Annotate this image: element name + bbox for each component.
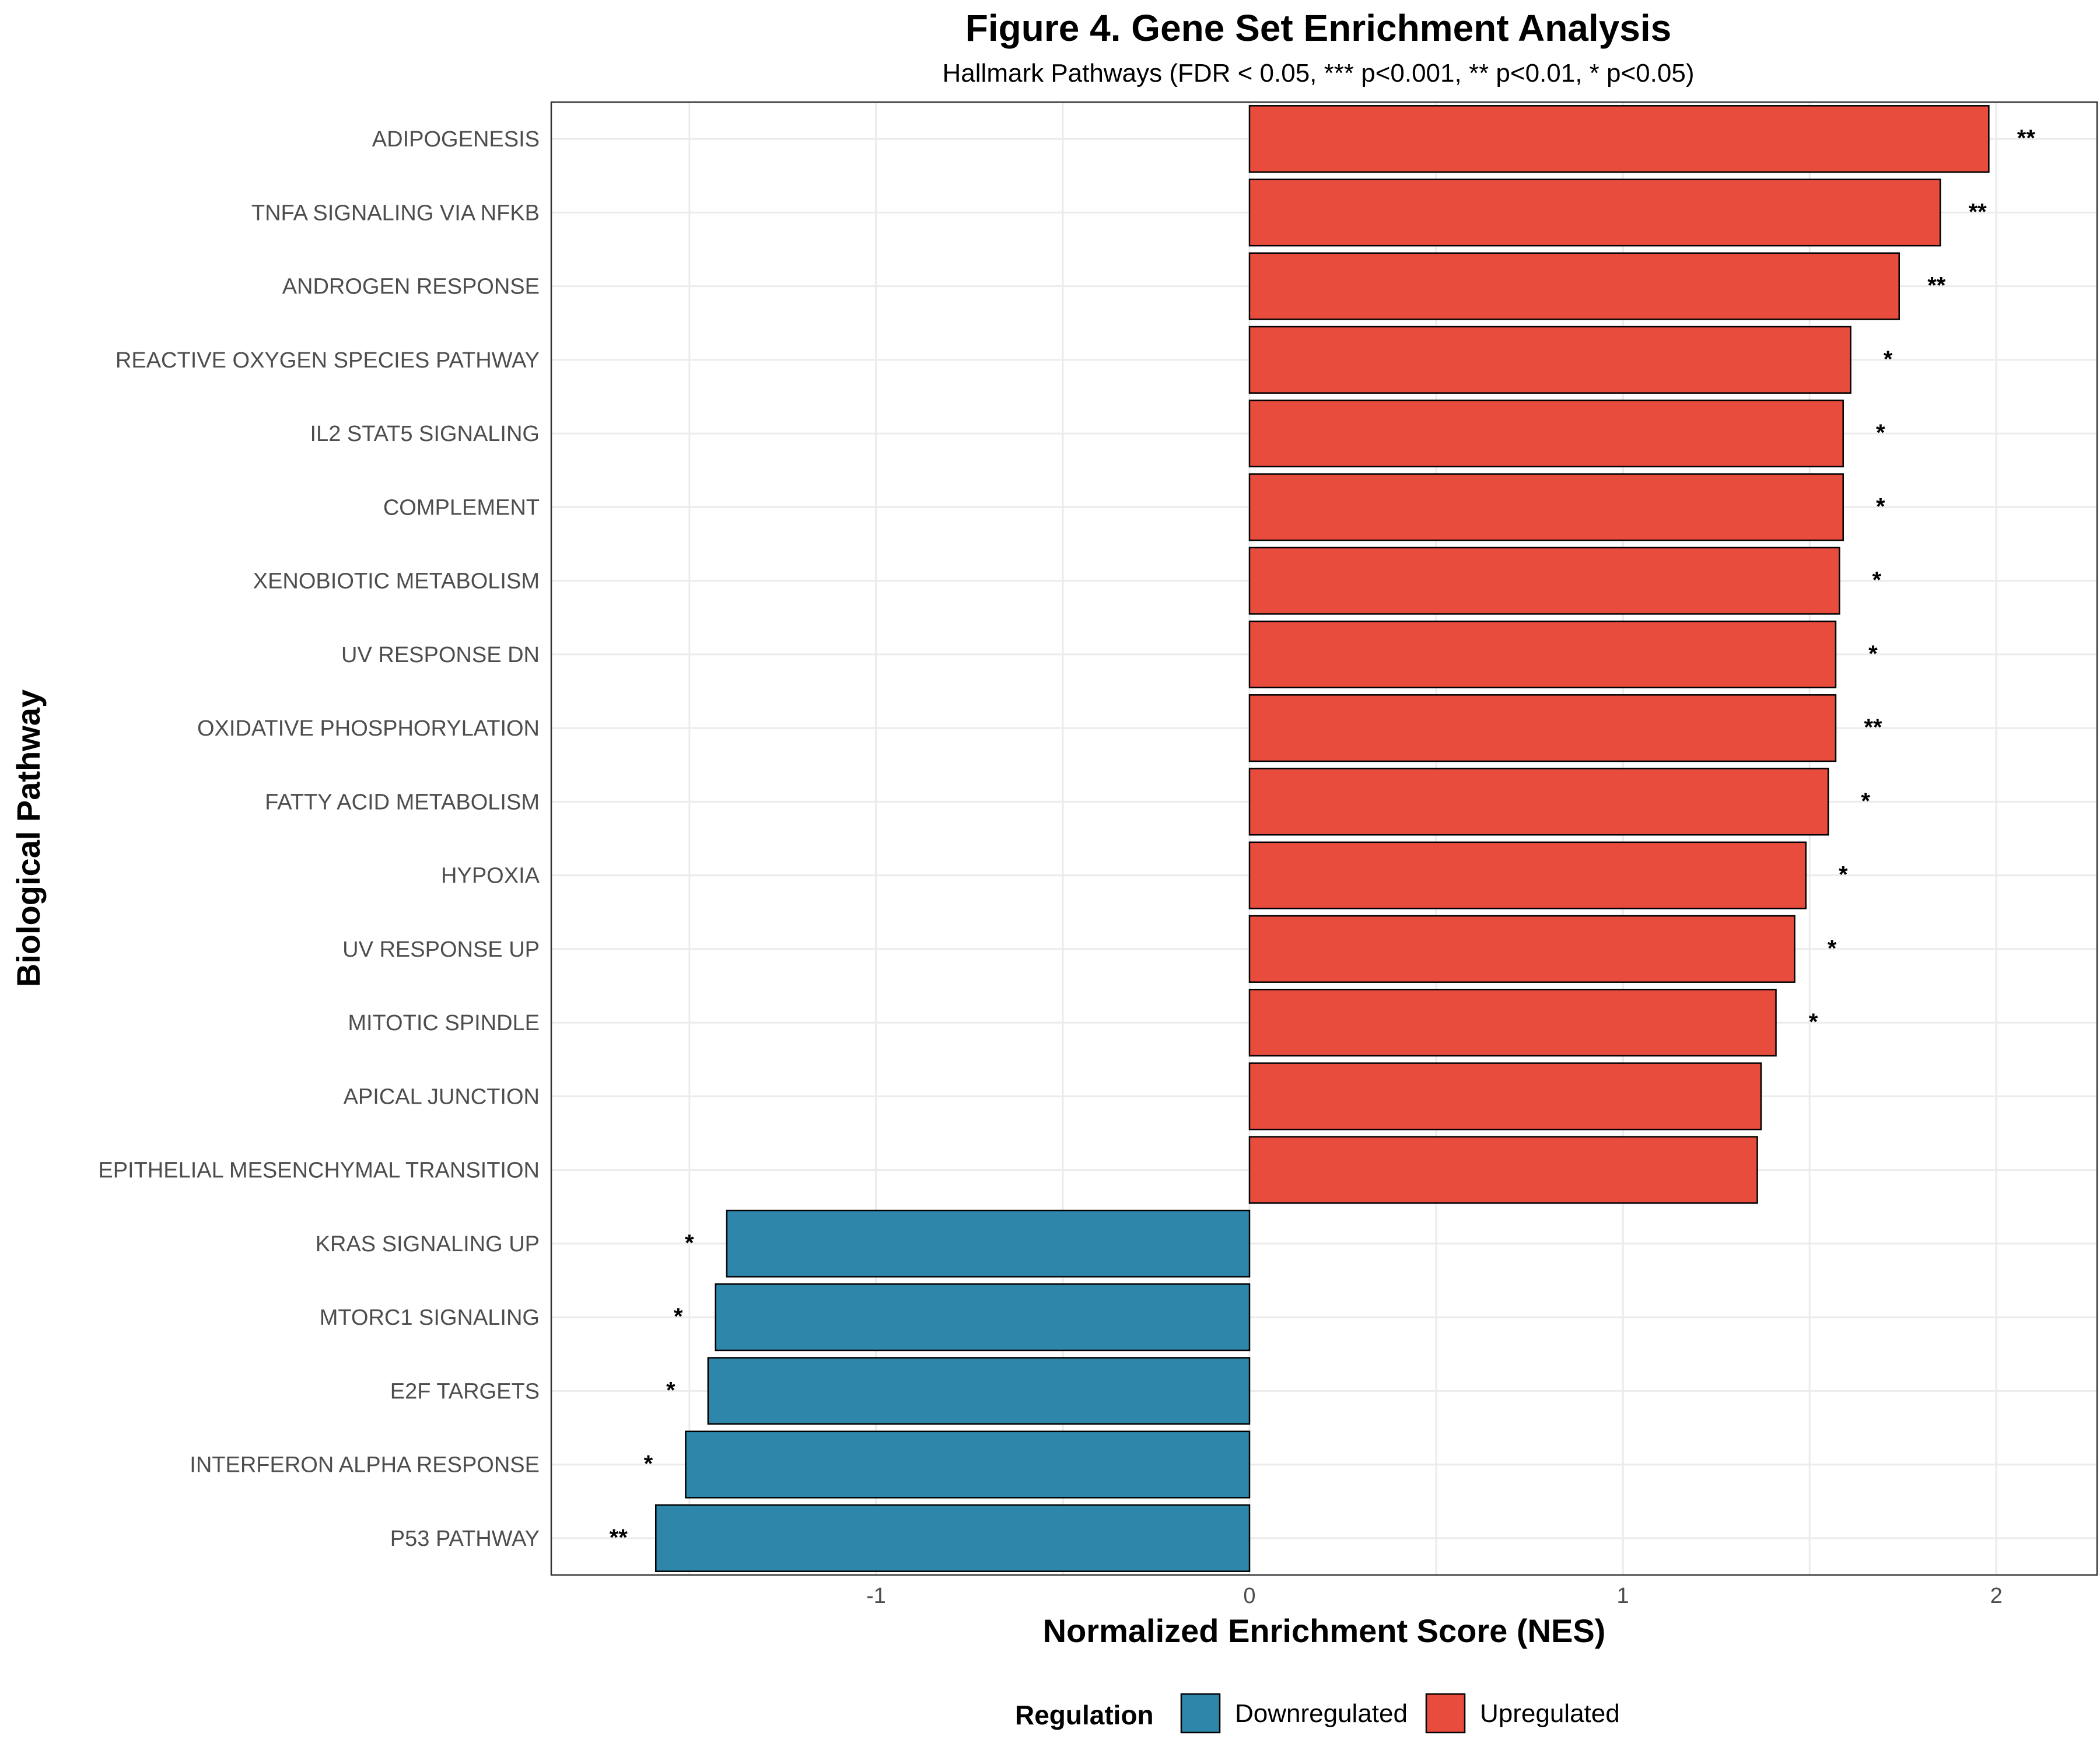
y-tick-label: INTERFERON ALPHA RESPONSE bbox=[190, 1453, 540, 1478]
significance-label: * bbox=[1861, 788, 1870, 814]
significance-label: * bbox=[666, 1377, 676, 1403]
significance-label: * bbox=[1868, 641, 1878, 667]
bar bbox=[1248, 547, 1840, 615]
bar bbox=[1248, 105, 1990, 173]
y-tick-label: IL2 STAT5 SIGNALING bbox=[310, 422, 540, 446]
y-tick-label: MITOTIC SPINDLE bbox=[348, 1011, 540, 1035]
y-tick-label: APICAL JUNCTION bbox=[344, 1084, 540, 1109]
significance-label: ** bbox=[1927, 273, 1946, 299]
y-tick-label: COMPLEMENT bbox=[383, 495, 540, 520]
significance-label: * bbox=[644, 1451, 653, 1477]
y-tick-label: EPITHELIAL MESENCHYMAL TRANSITION bbox=[98, 1158, 540, 1183]
significance-label: * bbox=[1873, 568, 1882, 593]
legend-title: Regulation bbox=[1015, 1700, 1154, 1730]
significance-label: ** bbox=[610, 1525, 628, 1550]
y-tick-label: FATTY ACID METABOLISM bbox=[265, 790, 540, 814]
y-tick-label: E2F TARGETS bbox=[390, 1379, 540, 1404]
bar bbox=[685, 1430, 1251, 1499]
y-tick-label: HYPOXIA bbox=[441, 864, 540, 888]
bar bbox=[1248, 989, 1777, 1057]
significance-label: ** bbox=[1864, 715, 1882, 740]
legend-swatch bbox=[1180, 1693, 1221, 1734]
x-axis-tick-labels: -1 0 1 2 bbox=[866, 1584, 2003, 1608]
bar bbox=[726, 1209, 1251, 1278]
legend-label: Downregulated bbox=[1235, 1699, 1408, 1728]
significance-label: ** bbox=[2017, 125, 2036, 151]
legend-items: Downregulated Upregulated bbox=[1180, 1693, 1620, 1734]
bar bbox=[1248, 841, 1807, 909]
y-tick-label: XENOBIOTIC METABOLISM bbox=[253, 569, 540, 594]
x-axis-title: Normalized Enrichment Score (NES) bbox=[1043, 1612, 1606, 1649]
bar bbox=[1248, 1062, 1762, 1130]
significance-label: * bbox=[1876, 494, 1885, 519]
legend-swatch bbox=[1425, 1693, 1466, 1734]
bar bbox=[1248, 178, 1941, 247]
y-tick-label: UV RESPONSE DN bbox=[341, 643, 540, 667]
x-tick-label: 2 bbox=[1990, 1584, 2003, 1608]
bar bbox=[654, 1504, 1251, 1572]
significance-label: * bbox=[1884, 346, 1893, 372]
y-tick-label: TNFA SIGNALING VIA NFKB bbox=[251, 201, 540, 225]
bar bbox=[1248, 768, 1829, 836]
x-tick-label: 1 bbox=[1617, 1584, 1629, 1608]
y-tick-label: ADIPOGENESIS bbox=[372, 127, 540, 152]
y-tick-label: REACTIVE OXYGEN SPECIES PATHWAY bbox=[116, 348, 540, 373]
bar bbox=[1248, 1136, 1758, 1204]
significance-label: * bbox=[1839, 862, 1848, 888]
bar bbox=[707, 1357, 1251, 1425]
y-tick-label: KRAS SIGNALING UP bbox=[316, 1232, 540, 1256]
bar bbox=[1248, 400, 1844, 468]
bar bbox=[1248, 620, 1837, 688]
bar bbox=[1248, 326, 1852, 394]
y-tick-label: P53 PATHWAY bbox=[390, 1527, 540, 1551]
gridlines bbox=[551, 102, 2097, 1575]
significance-label: * bbox=[1828, 936, 1837, 961]
significance-label: * bbox=[1876, 420, 1885, 446]
y-tick-label: ANDROGEN RESPONSE bbox=[282, 275, 540, 299]
plot-panel-border bbox=[550, 101, 2098, 1576]
y-axis-tick-labels: ADIPOGENESIS TNFA SIGNALING VIA NFKB ANDRO… bbox=[98, 127, 540, 1551]
y-tick-label: UV RESPONSE UP bbox=[342, 937, 540, 962]
y-tick-label: MTORC1 SIGNALING bbox=[320, 1306, 540, 1330]
x-tick-label: -1 bbox=[866, 1584, 886, 1608]
significance-label: * bbox=[1809, 1009, 1818, 1035]
bars bbox=[654, 105, 1990, 1572]
significance-labels: *********************** bbox=[610, 125, 2036, 1550]
bar bbox=[1248, 252, 1900, 320]
chart-subtitle: Hallmark Pathways (FDR < 0.05, *** p<0.0… bbox=[943, 59, 1695, 88]
x-tick-label: 0 bbox=[1243, 1584, 1255, 1608]
y-tick-label: OXIDATIVE PHOSPHORYLATION bbox=[197, 716, 540, 741]
bar bbox=[1248, 915, 1796, 983]
bar bbox=[715, 1283, 1251, 1352]
legend-label: Upregulated bbox=[1480, 1699, 1620, 1728]
significance-label: ** bbox=[1969, 199, 1987, 225]
legend: Regulation Downregulated Upregulated bbox=[1015, 1693, 1620, 1734]
chart-title: Figure 4. Gene Set Enrichment Analysis bbox=[965, 7, 1671, 49]
significance-label: * bbox=[674, 1304, 683, 1329]
bar bbox=[1248, 473, 1844, 541]
y-axis-title: Biological Pathway bbox=[10, 690, 47, 987]
significance-label: * bbox=[685, 1230, 694, 1256]
bar bbox=[1248, 694, 1837, 762]
